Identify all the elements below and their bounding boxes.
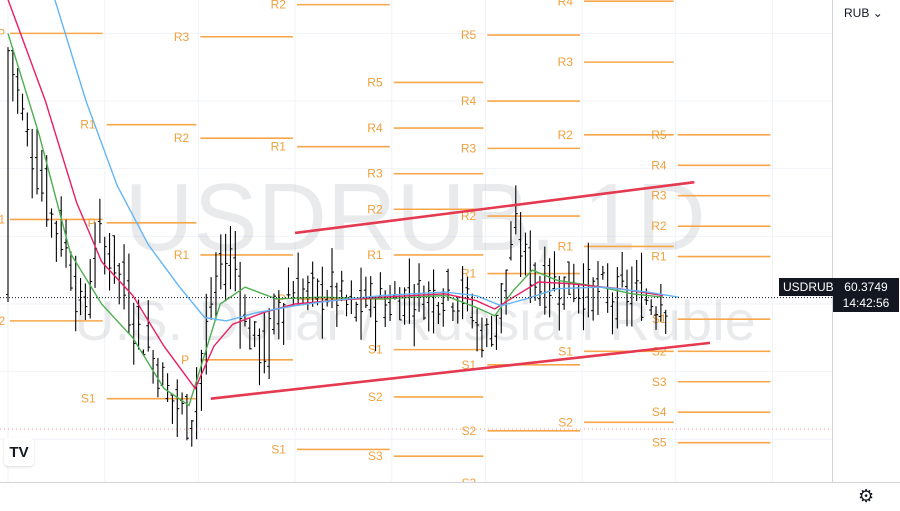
pivot-label-p: P: [181, 353, 189, 367]
pivot-label-r2: R2: [367, 202, 383, 216]
pivot-label-s2: S2: [368, 390, 383, 404]
pivot-label-s2: S2: [462, 424, 477, 438]
pivot-label-r3: R3: [461, 141, 477, 155]
pivot-label-s3: S3: [462, 476, 477, 490]
pivot-label-r5: R5: [367, 75, 383, 89]
pivot-label-r1: R1: [461, 267, 477, 281]
pivot-label-r1: R1: [367, 248, 383, 262]
pivot-label-r5: R5: [461, 28, 477, 42]
plot-area: USDRUB, 1DU.S. Dollar / Russian RublePS1…: [0, 0, 832, 490]
pivot-label-s3: S3: [368, 449, 383, 463]
pivot-label-r4: R4: [558, 0, 574, 8]
pivot-label-r2: R2: [174, 131, 190, 145]
pivot-label-s2: S2: [652, 344, 667, 358]
pivot-label-r1: R1: [80, 118, 96, 132]
pivot-label-r4: R4: [651, 158, 667, 172]
pivot-label-r4: R4: [461, 94, 477, 108]
gear-icon[interactable]: ⚙: [858, 486, 875, 506]
watermark-subtitle: U.S. Dollar / Russian Ruble: [74, 289, 756, 352]
pivot-label-r5: R5: [651, 128, 667, 142]
pivot-label-r3: R3: [651, 189, 667, 203]
pivot-label-s1: S1: [81, 392, 96, 406]
pivot-label-r2: R2: [271, 0, 287, 12]
chevron-down-icon: ⌄: [872, 6, 883, 20]
pivot-label-r1: R1: [651, 250, 667, 264]
pivot-label-s1: S1: [652, 312, 667, 326]
pivot-label-s2: S2: [0, 314, 5, 328]
pivot-label-r1: R1: [271, 140, 287, 154]
price-axis[interactable]: [832, 0, 900, 482]
trendline-upper: [294, 180, 695, 235]
tradingview-logo-icon[interactable]: TV: [4, 438, 34, 466]
currency-selector[interactable]: RUB ⌄: [844, 6, 883, 20]
pivot-label-r3: R3: [174, 30, 190, 44]
ma-line-ma-fast: [7, 33, 664, 407]
symbol-tag: USDRUB: [779, 278, 838, 296]
pivot-label-r4: R4: [367, 121, 383, 135]
pivot-label-r3: R3: [367, 167, 383, 181]
pivot-label-r1: R1: [174, 248, 190, 262]
last-price-label: 60.3749 14:42:56: [833, 278, 899, 312]
bar-countdown: 14:42:56: [842, 296, 890, 310]
pivot-label-s1: S1: [558, 344, 573, 358]
pivot-label-p: P: [0, 26, 5, 40]
trendline-lower: [210, 341, 711, 400]
pivot-label-r2: R2: [651, 219, 667, 233]
pivot-label-r3: R3: [558, 55, 574, 69]
pivot-label-r1: R1: [558, 239, 574, 253]
ma-line-ma-mid: [7, 0, 664, 390]
pivot-label-s3: S3: [652, 375, 667, 389]
pivot-label-s4: S4: [652, 405, 667, 419]
pivot-label-p: P: [88, 216, 96, 230]
last-price: 60.3749: [844, 280, 888, 294]
pivot-label-s1: S1: [0, 212, 5, 226]
currency-label: RUB: [844, 6, 870, 20]
pivot-label-s2: S2: [558, 415, 573, 429]
pivot-label-s1: S1: [271, 442, 286, 456]
time-axis[interactable]: [0, 482, 900, 511]
pivot-label-s5: S5: [652, 436, 667, 450]
ma-line-ma-slow: [54, 0, 679, 322]
pivot-label-r2: R2: [558, 128, 574, 142]
